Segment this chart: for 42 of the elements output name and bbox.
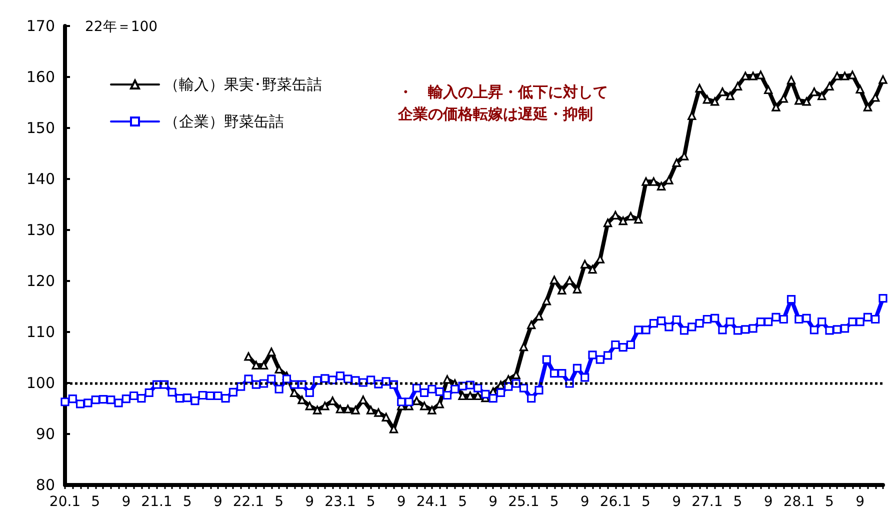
y-tick-label: 140 <box>26 170 55 188</box>
y-axis-title: 22年＝100 <box>85 19 158 35</box>
x-tick-label: 9 <box>580 494 590 510</box>
x-tick-label: 21.1 <box>141 494 172 510</box>
x-tick-label: 5 <box>733 494 742 510</box>
x-tick-label: 9 <box>396 494 406 510</box>
x-tick-label: 22.1 <box>232 494 264 510</box>
y-tick-label: 110 <box>26 323 55 341</box>
x-tick-label: 5 <box>458 494 467 510</box>
y-tick-label: 160 <box>26 68 55 86</box>
x-tick-label: 5 <box>642 494 650 510</box>
x-tick-label: 9 <box>488 494 498 510</box>
y-tick-label: 80 <box>36 476 55 494</box>
y-tick-label: 120 <box>26 272 55 290</box>
y-tick-label: 170 <box>26 17 55 35</box>
legend-label: （輸入）果実･野菜缶詰 <box>164 76 322 94</box>
y-tick-label: 90 <box>36 425 55 443</box>
annotation: ・ 輸入の上昇・低下に対して <box>398 83 608 101</box>
x-tick-label: 5 <box>91 494 100 510</box>
x-tick-label: 9 <box>122 494 131 510</box>
x-tick-label: 9 <box>672 494 682 510</box>
x-tick-label: 9 <box>856 494 865 510</box>
x-tick-label: 5 <box>550 494 559 510</box>
x-tick-label: 26.1 <box>600 494 632 510</box>
x-tick-label: 9 <box>305 494 314 510</box>
x-tick-label: 9 <box>213 494 222 510</box>
y-tick-label: 130 <box>26 221 55 239</box>
x-tick-label: 20.1 <box>49 494 81 510</box>
x-tick-label: 5 <box>182 494 192 510</box>
x-tick-label: 9 <box>764 494 773 510</box>
legend-label: （企業）野菜缶詰 <box>164 112 284 130</box>
x-tick-label: 5 <box>274 494 284 510</box>
y-tick-label: 150 <box>26 119 55 137</box>
x-tick-label: 27.1 <box>692 494 723 510</box>
x-tick-label: 24.1 <box>416 494 448 510</box>
x-tick-label: 5 <box>366 494 376 510</box>
x-tick-label: 5 <box>825 494 834 510</box>
annotation: 企業の価格転嫁は遅延・抑制 <box>397 105 593 123</box>
x-tick-label: 25.1 <box>508 494 540 510</box>
x-tick-label: 28.1 <box>783 494 814 510</box>
x-tick-label: 23.1 <box>324 494 356 510</box>
y-tick-label: 100 <box>26 374 55 392</box>
